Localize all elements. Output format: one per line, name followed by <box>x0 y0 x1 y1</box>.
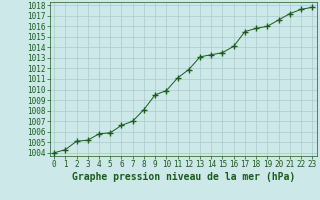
X-axis label: Graphe pression niveau de la mer (hPa): Graphe pression niveau de la mer (hPa) <box>72 172 295 182</box>
